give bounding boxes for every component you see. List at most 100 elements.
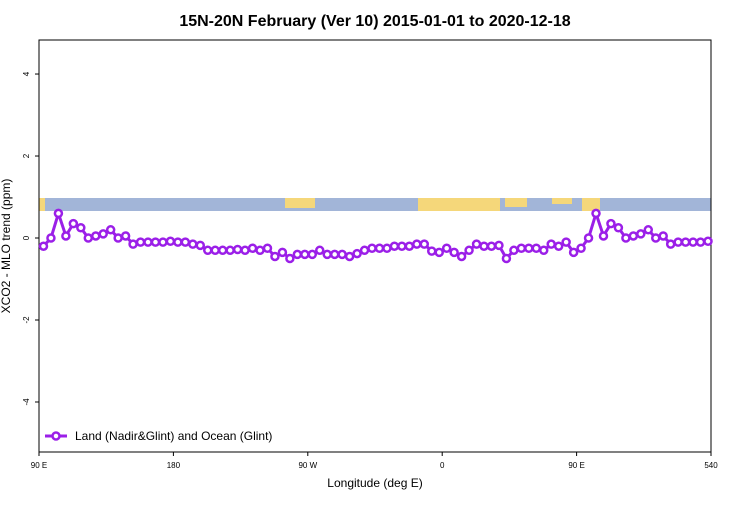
point	[300, 249, 310, 260]
point	[636, 229, 646, 239]
point	[441, 243, 452, 254]
chart-title: 15N-20N February (Ver 10) 2015-01-01 to …	[179, 13, 570, 30]
point	[68, 218, 79, 229]
point	[270, 251, 280, 262]
y-tick-label: -2	[22, 316, 31, 324]
x-tick-label: 180	[167, 461, 181, 470]
y-tick-label: 0	[22, 235, 31, 240]
point	[195, 240, 206, 251]
x-tick-label: 90 W	[298, 461, 317, 470]
point	[277, 247, 288, 258]
point	[673, 237, 683, 247]
point	[165, 236, 176, 247]
point	[61, 231, 71, 241]
point	[606, 218, 616, 229]
y-tick-label: 2	[22, 153, 31, 158]
x-tick-label: 540	[704, 461, 718, 470]
point	[98, 229, 108, 239]
point	[688, 237, 698, 247]
point	[105, 225, 116, 235]
point	[232, 244, 243, 255]
point	[643, 225, 654, 235]
legend-label: Land (Nadir&Glint) and Ocean (Glint)	[75, 429, 272, 443]
point	[180, 237, 191, 247]
point	[46, 233, 56, 243]
y-tick-label: 4	[22, 71, 31, 76]
point	[382, 243, 392, 254]
point	[76, 223, 86, 233]
x-tick-label: 0	[440, 461, 445, 470]
land-ocean-strip	[39, 198, 711, 211]
x-tick-label: 90 E	[31, 461, 47, 470]
point	[665, 239, 676, 249]
point	[494, 240, 504, 251]
point	[576, 243, 586, 254]
point	[135, 237, 146, 247]
point	[359, 245, 370, 256]
point	[546, 239, 556, 249]
point	[240, 245, 250, 256]
point	[247, 243, 258, 254]
point	[598, 231, 609, 241]
point	[703, 236, 713, 247]
point	[531, 243, 542, 254]
point	[210, 245, 220, 256]
point	[412, 239, 422, 249]
point	[613, 223, 624, 233]
point	[225, 245, 235, 256]
point	[583, 233, 594, 243]
point	[509, 245, 519, 256]
point	[561, 237, 571, 247]
point	[486, 241, 497, 251]
point	[128, 239, 138, 249]
y-tick-label: -4	[22, 398, 31, 406]
point	[650, 233, 661, 243]
point	[419, 239, 430, 249]
point	[150, 237, 161, 247]
point	[658, 231, 668, 241]
point	[337, 249, 347, 260]
point	[695, 237, 706, 247]
point	[501, 253, 512, 264]
point	[329, 249, 340, 260]
point	[524, 243, 534, 254]
point	[456, 251, 467, 262]
point	[38, 241, 49, 251]
point	[434, 247, 444, 258]
point	[591, 208, 601, 219]
point	[314, 245, 325, 256]
point	[464, 245, 474, 256]
point	[113, 233, 123, 243]
point	[628, 231, 639, 241]
point	[553, 241, 564, 251]
point	[202, 245, 213, 256]
legend-marker	[51, 431, 61, 441]
point	[404, 241, 415, 251]
point	[344, 251, 355, 262]
point	[389, 241, 400, 251]
point	[173, 237, 183, 247]
point	[397, 241, 407, 251]
point	[120, 231, 131, 241]
point	[322, 249, 332, 260]
point	[471, 239, 482, 249]
point	[90, 231, 101, 241]
point	[449, 247, 459, 258]
point	[262, 243, 273, 254]
point	[374, 243, 385, 254]
point	[143, 237, 153, 247]
point	[568, 247, 579, 258]
point	[188, 239, 198, 249]
point	[680, 237, 691, 247]
x-axis-label: Longitude (deg E)	[327, 476, 422, 490]
point	[538, 245, 549, 256]
y-axis-label: XCO2 - MLO trend (ppm)	[0, 179, 13, 314]
point	[158, 237, 168, 247]
point	[285, 253, 295, 264]
point	[307, 249, 318, 260]
x-tick-label: 90 E	[568, 461, 584, 470]
point	[292, 249, 303, 260]
point	[255, 245, 265, 256]
point	[83, 233, 94, 243]
